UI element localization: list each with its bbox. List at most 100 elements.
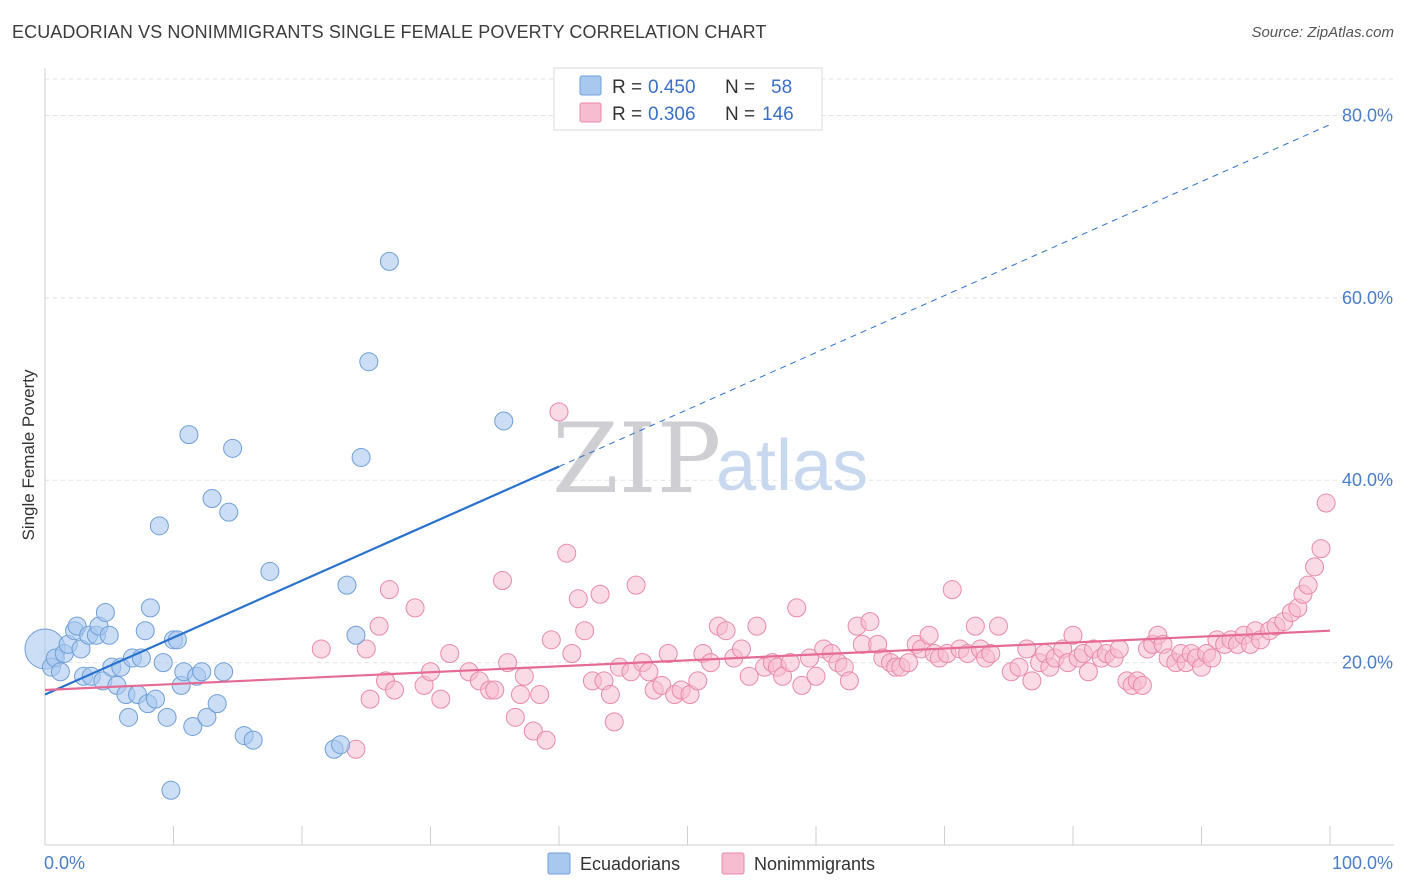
ecuadorian-point bbox=[331, 735, 351, 755]
nonimmigrant-point bbox=[562, 644, 582, 663]
watermark-zip: ZIP bbox=[552, 403, 721, 515]
nonimmigrant-point bbox=[780, 653, 800, 673]
nonimmigrant-point bbox=[806, 666, 826, 686]
nonimmigrant-point bbox=[639, 662, 659, 682]
nonimmigrant-point bbox=[1305, 557, 1325, 577]
nonimmigrant-point bbox=[549, 402, 569, 422]
ecuadorians-points bbox=[24, 251, 514, 800]
bottom-legend-swatch-ecuadorians bbox=[547, 852, 571, 875]
nonimmigrant-point bbox=[942, 580, 962, 600]
ecuadorian-point bbox=[50, 662, 70, 682]
legend-n-label-2: N = bbox=[725, 104, 755, 125]
chart-title: ECUADORIAN VS NONIMMIGRANTS SINGLE FEMAL… bbox=[12, 22, 767, 42]
ecuadorians-trend-extension bbox=[558, 124, 1331, 468]
nonimmigrant-point bbox=[557, 543, 577, 563]
nonimmigrant-point bbox=[440, 644, 460, 663]
nonimmigrants-trend-line bbox=[44, 629, 1331, 692]
ecuadorian-point bbox=[140, 598, 160, 618]
nonimmigrant-point bbox=[792, 675, 812, 695]
ecuadorian-point bbox=[157, 707, 177, 727]
nonimmigrant-point bbox=[360, 689, 380, 709]
axes bbox=[44, 68, 1394, 846]
y-tick-labels: 20.0% 40.0% 60.0% 80.0% bbox=[1342, 105, 1393, 672]
nonimmigrant-point bbox=[626, 575, 646, 595]
ecuadorian-point bbox=[214, 662, 234, 682]
nonimmigrant-point bbox=[405, 598, 425, 618]
y-tick-label: 40.0% bbox=[1342, 470, 1393, 490]
ecuadorian-point bbox=[337, 575, 357, 595]
ecuadorian-point bbox=[359, 352, 379, 372]
ecuadorian-point bbox=[207, 694, 227, 714]
bottom-legend-swatch-nonimmigrants bbox=[721, 852, 745, 875]
ecuadorian-point bbox=[494, 411, 514, 431]
nonimmigrant-point bbox=[505, 707, 525, 727]
nonimmigrant-point bbox=[541, 630, 561, 650]
nonimmigrant-point bbox=[652, 675, 672, 695]
chart-source: Source: ZipAtlas.com bbox=[1251, 24, 1394, 41]
ecuadorian-point bbox=[99, 625, 119, 645]
bottom-legend-label-nonimmigrants: Nonimmigrants bbox=[754, 854, 875, 874]
ecuadorian-point bbox=[346, 625, 366, 645]
ecuadorian-point bbox=[192, 662, 212, 682]
legend-n-value-1: 58 bbox=[771, 77, 792, 98]
ecuadorian-point bbox=[202, 488, 222, 508]
ecuadorian-point bbox=[95, 602, 115, 622]
nonimmigrant-point bbox=[514, 666, 534, 686]
nonimmigrant-point bbox=[1202, 648, 1222, 668]
bottom-legend: Ecuadorians Nonimmigrants bbox=[547, 852, 875, 875]
ecuadorian-point bbox=[161, 780, 181, 800]
ecuadorian-point bbox=[179, 425, 199, 445]
nonimmigrant-point bbox=[988, 616, 1008, 636]
x-tick-labels: 0.0% 100.0% bbox=[44, 853, 1393, 873]
ecuadorian-point bbox=[146, 689, 166, 709]
legend-r-value-1: 0.450 bbox=[648, 77, 696, 98]
nonimmigrant-point bbox=[379, 580, 399, 600]
legend-n-value-2: 146 bbox=[762, 104, 794, 125]
nonimmigrant-point bbox=[731, 639, 751, 659]
nonimmigrant-point bbox=[369, 616, 389, 636]
nonimmigrant-point bbox=[604, 712, 624, 732]
nonimmigrant-point bbox=[739, 666, 759, 686]
legend-r-label-1: R = bbox=[612, 77, 642, 98]
nonimmigrant-point bbox=[485, 680, 505, 700]
nonimmigrant-point bbox=[716, 621, 736, 641]
nonimmigrant-point bbox=[1132, 675, 1152, 695]
ecuadorian-point bbox=[135, 621, 155, 641]
ecuadorian-point bbox=[260, 561, 280, 581]
y-tick-label: 80.0% bbox=[1342, 105, 1393, 125]
nonimmigrant-point bbox=[747, 616, 767, 636]
legend-swatch-nonimmigrants bbox=[579, 102, 602, 123]
y-axis-title: Single Female Poverty bbox=[19, 369, 38, 541]
nonimmigrant-point bbox=[575, 621, 595, 641]
nonimmigrant-point bbox=[530, 685, 550, 705]
x-tick-label-start: 0.0% bbox=[44, 853, 85, 873]
nonimmigrant-point bbox=[1078, 662, 1098, 682]
nonimmigrant-point bbox=[839, 671, 859, 691]
ecuadorian-point bbox=[223, 438, 243, 458]
ecuadorians-trend-line bbox=[44, 465, 560, 696]
nonimmigrant-point bbox=[498, 653, 518, 673]
nonimmigrant-point bbox=[1298, 575, 1318, 595]
legend-n-label-1: N = bbox=[725, 77, 755, 98]
nonimmigrant-point bbox=[1017, 639, 1037, 659]
nonimmigrant-point bbox=[385, 680, 405, 700]
ecuadorian-point bbox=[379, 251, 399, 271]
nonimmigrant-point bbox=[787, 598, 807, 618]
nonimmigrant-point bbox=[919, 625, 939, 645]
nonimmigrant-point bbox=[860, 612, 880, 632]
ecuadorian-point bbox=[119, 707, 139, 727]
grid-lines bbox=[45, 78, 1394, 664]
ecuadorian-point bbox=[351, 447, 371, 467]
nonimmigrant-point bbox=[536, 730, 556, 750]
nonimmigrant-point bbox=[590, 584, 610, 604]
top-legend: R = 0.450 N = 58 R = 0.306 N = 146 bbox=[553, 67, 823, 131]
nonimmigrant-point bbox=[356, 639, 376, 659]
nonimmigrant-point bbox=[701, 653, 721, 673]
trend-lines bbox=[44, 124, 1331, 696]
ecuadorian-point bbox=[197, 707, 217, 727]
watermark-atlas: atlas bbox=[716, 426, 868, 506]
nonimmigrant-point bbox=[965, 616, 985, 636]
ecuadorian-point bbox=[153, 653, 173, 673]
nonimmigrant-point bbox=[600, 685, 620, 705]
